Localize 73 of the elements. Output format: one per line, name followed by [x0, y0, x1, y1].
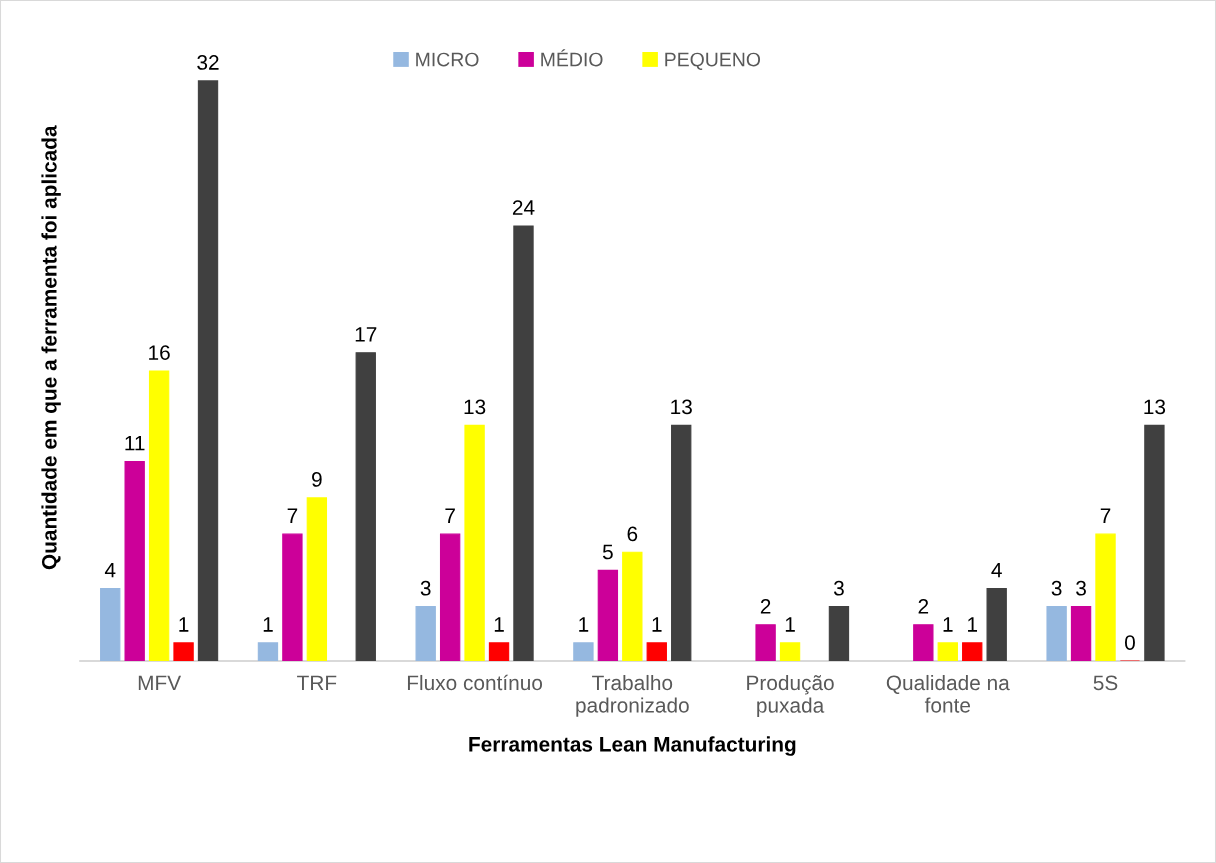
- bar: [439, 533, 461, 662]
- bar: [671, 424, 692, 662]
- data-label: 2: [760, 598, 771, 614]
- data-label: 1: [179, 617, 189, 632]
- bar: [415, 606, 436, 662]
- data-label: 17: [355, 327, 377, 342]
- bar: [100, 587, 121, 662]
- bar: [646, 642, 667, 662]
- data-label: 32: [197, 55, 219, 70]
- data-label: 3: [420, 580, 431, 596]
- data-label: 4: [991, 562, 1002, 578]
- data-label: 5: [602, 544, 613, 560]
- bar: [755, 624, 776, 662]
- bar: [1070, 606, 1092, 662]
- bar: [257, 642, 279, 662]
- bar: [1095, 533, 1116, 662]
- legend-label: PEQUENO: [665, 52, 761, 70]
- x-tick-label: Trabalho padronizado: [576, 674, 689, 717]
- bar: [779, 642, 801, 662]
- data-label: 4: [104, 562, 116, 578]
- bar: [148, 370, 170, 662]
- x-tick-label: Qualidade na fonte: [886, 674, 1010, 713]
- data-label: 6: [627, 526, 638, 542]
- legend-label: MICRO: [416, 52, 479, 67]
- bar: [1144, 424, 1165, 662]
- data-label: 0: [1124, 635, 1135, 650]
- bar: [173, 642, 194, 662]
- bar: [986, 587, 1007, 662]
- bar: [513, 225, 534, 662]
- x-tick-label: TRF: [297, 675, 337, 691]
- x-tick-label: MFV: [138, 675, 182, 691]
- data-label: 1: [652, 617, 662, 632]
- bar: [962, 642, 983, 662]
- data-label: 1: [785, 617, 795, 632]
- bar: [1046, 606, 1067, 662]
- bar: [124, 461, 145, 662]
- data-label: 1: [579, 617, 589, 632]
- y-axis-title: Quantidade em que a ferramenta foi aplicada: [41, 125, 61, 570]
- bar: [306, 497, 328, 662]
- data-label: 3: [1076, 580, 1086, 596]
- data-label: 13: [464, 399, 486, 415]
- x-tick-label: Fluxo contínuo: [407, 674, 543, 691]
- data-label: 7: [287, 508, 298, 523]
- bar: [282, 533, 303, 662]
- data-label: 1: [494, 617, 504, 632]
- data-label: 3: [833, 580, 844, 596]
- data-label: 7: [445, 508, 455, 523]
- data-label: 9: [312, 472, 322, 487]
- bar: [488, 642, 510, 662]
- data-label: 2: [918, 598, 929, 614]
- x-tick-label: Produção puxada: [747, 674, 834, 717]
- data-label: 13: [1144, 399, 1166, 415]
- bar: [573, 642, 594, 662]
- x-axis-title: Ferramentas Lean Manufacturing: [469, 736, 796, 756]
- bar: [937, 642, 958, 662]
- data-label: 1: [968, 617, 978, 632]
- bar: [355, 352, 376, 662]
- bar: [464, 424, 485, 662]
- x-tick-label: 5S: [1093, 675, 1118, 691]
- data-label: 1: [943, 617, 953, 632]
- data-label: 1: [263, 617, 273, 632]
- data-label: 24: [512, 200, 535, 215]
- data-label: 16: [149, 345, 170, 360]
- bar: [622, 551, 643, 662]
- data-label: 3: [1051, 580, 1062, 596]
- legend-label: MÉDIO: [541, 49, 603, 67]
- data-label: 13: [671, 399, 692, 415]
- bar: [828, 606, 850, 662]
- data-label: 7: [1100, 508, 1111, 523]
- data-label: 11: [125, 436, 145, 451]
- bar: [197, 80, 219, 662]
- bar: [913, 624, 934, 662]
- bar: [597, 569, 619, 662]
